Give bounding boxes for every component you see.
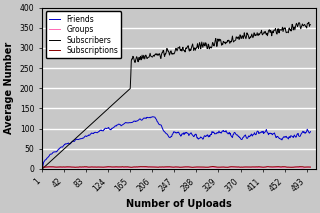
Friends [308,130,312,133]
Friends [170,135,173,138]
X-axis label: Number of Uploads: Number of Uploads [126,199,232,209]
Groups [266,165,270,168]
Subscriptions [40,166,44,168]
Subscriptions [261,166,265,168]
Groups [303,166,307,169]
Subscriptions [200,166,204,168]
Friends [186,132,190,134]
Subscribers [307,21,311,24]
Friends [200,137,204,140]
Line: Subscribers: Subscribers [42,22,310,169]
Subscriptions [190,166,194,169]
Groups [200,166,204,169]
Subscribers [185,46,189,48]
Friends [40,167,44,169]
Subscribers [302,24,306,26]
Line: Friends: Friends [42,117,310,168]
Groups [301,167,305,169]
Groups [308,166,312,168]
Groups [260,166,264,169]
Friends [168,136,172,139]
Subscriptions [211,165,214,168]
Subscriptions [169,166,173,168]
Line: Groups: Groups [42,167,310,168]
Legend: Friends, Groups, Subscribers, Subscriptions: Friends, Groups, Subscribers, Subscripti… [46,12,121,58]
Subscribers [308,23,312,26]
Groups [185,166,189,168]
Subscribers [200,41,204,43]
Subscribers [169,50,173,52]
Groups [168,166,172,168]
Subscriptions [308,166,312,168]
Friends [150,115,154,118]
Friends [261,131,265,133]
Groups [40,166,44,168]
Groups [169,166,173,168]
Subscriptions [185,166,189,168]
Subscribers [168,54,172,56]
Subscribers [40,168,44,170]
Y-axis label: Average Number: Average Number [4,42,14,134]
Friends [303,131,307,133]
Subscriptions [168,166,172,168]
Subscribers [260,33,264,35]
Subscriptions [303,166,307,168]
